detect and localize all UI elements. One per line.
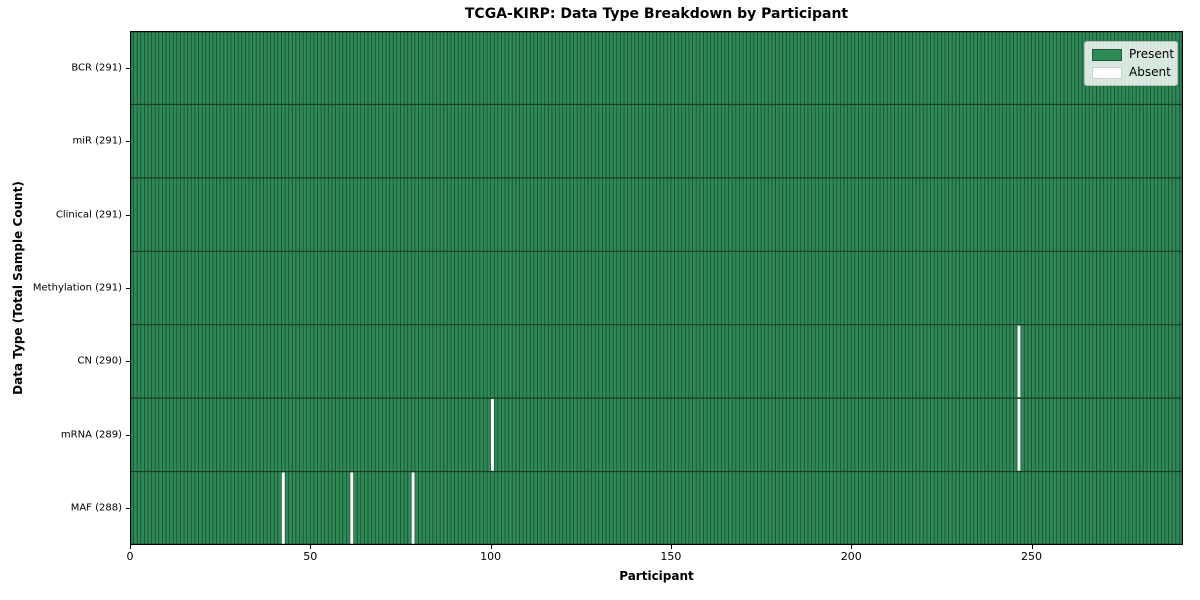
x-tick-label: 200 xyxy=(840,550,862,563)
y-tick-label: MAF (288) xyxy=(70,502,122,514)
absent-cell xyxy=(411,472,415,545)
legend-label-present: Present xyxy=(1129,47,1175,61)
x-tick-label: 250 xyxy=(1021,550,1043,563)
y-tick-label: mRNA (289) xyxy=(60,429,122,441)
chart-title: TCGA-KIRP: Data Type Breakdown by Partic… xyxy=(464,6,849,22)
absent-cell xyxy=(281,472,285,545)
y-tick-mark xyxy=(126,361,130,363)
y-tick-mark xyxy=(126,434,130,436)
absent-cell xyxy=(1017,325,1021,398)
x-tick-mark xyxy=(1031,545,1033,549)
x-tick-mark xyxy=(130,545,131,549)
y-tick-label: CN (290) xyxy=(77,355,122,367)
y-tick-label: Methylation (291) xyxy=(32,282,122,294)
y-tick-label: BCR (291) xyxy=(71,62,122,74)
y-tick-label: miR (291) xyxy=(72,135,122,147)
legend-item-absent: Absent xyxy=(1092,65,1171,79)
x-axis-label: Participant xyxy=(619,569,694,583)
absent-cell xyxy=(350,472,354,545)
heatmap-svg xyxy=(130,31,1183,545)
x-tick-label: 0 xyxy=(126,550,134,563)
axes-spines xyxy=(130,31,1183,545)
y-tick-mark xyxy=(126,141,130,143)
absent-swatch xyxy=(1092,66,1122,79)
legend-item-present: Present xyxy=(1092,48,1174,61)
x-tick-label: 150 xyxy=(660,550,682,563)
legend: Present Absent xyxy=(1084,41,1178,86)
x-tick-mark xyxy=(490,545,492,549)
y-axis-label: Data Type (Total Sample Count) xyxy=(11,181,25,395)
x-tick-mark xyxy=(670,545,672,549)
y-tick-mark xyxy=(126,508,130,510)
present-swatch xyxy=(1092,48,1122,61)
x-tick-label: 100 xyxy=(480,550,502,563)
x-tick-mark xyxy=(310,545,312,549)
y-tick-mark xyxy=(126,288,130,289)
x-tick-label: 50 xyxy=(303,550,318,563)
absent-cell xyxy=(490,399,494,471)
y-tick-mark xyxy=(126,67,130,69)
legend-label-absent: Absent xyxy=(1129,65,1171,79)
absent-cell xyxy=(1017,399,1021,471)
plot-area xyxy=(130,31,1183,545)
y-tick-label: Clinical (291) xyxy=(55,209,122,221)
x-tick-mark xyxy=(851,545,853,549)
y-tick-mark xyxy=(126,214,130,216)
